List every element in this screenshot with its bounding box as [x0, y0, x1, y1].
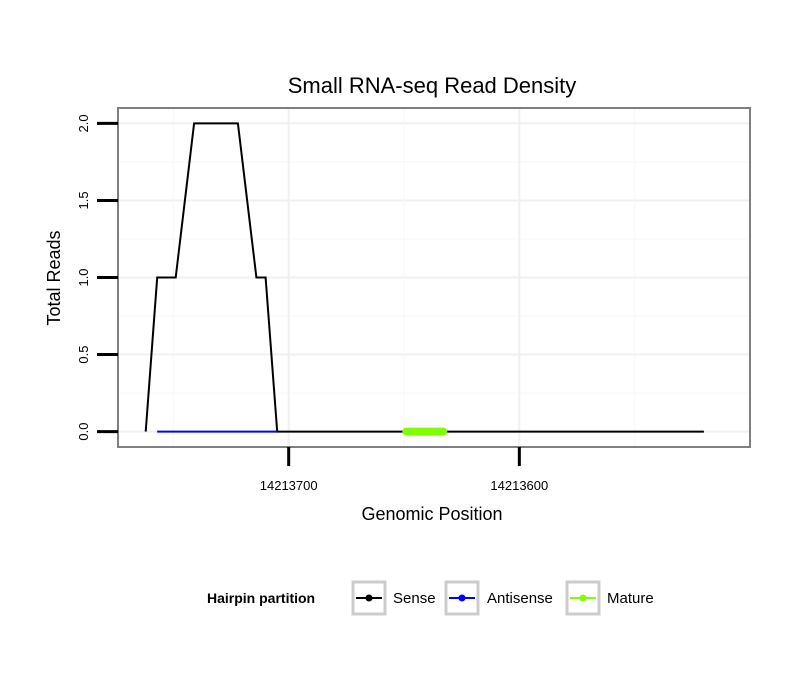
legend-key-point [458, 594, 466, 602]
y-tick-label: 1.5 [76, 191, 91, 209]
legend-key-point [579, 594, 587, 602]
x-axis: 14213700 14213600 [260, 447, 548, 493]
x-tick-label: 14213700 [260, 478, 318, 493]
legend-label-sense: Sense [393, 590, 436, 607]
y-tick-label: 2.0 [76, 114, 91, 132]
legend: Hairpin partition Sense Antisense Mature [207, 580, 654, 616]
legend-label-antisense: Antisense [487, 590, 553, 607]
series-layer [144, 122, 704, 436]
y-tick-label: 0.5 [76, 346, 91, 364]
x-axis-label: Genomic Position [361, 504, 502, 524]
y-axis-label: Total Reads [44, 230, 64, 325]
y-tick-label: 0.0 [76, 423, 91, 441]
series-sense [144, 122, 704, 433]
legend-label-mature: Mature [607, 590, 654, 607]
legend-key-point [365, 594, 373, 602]
x-tick-label: 14213600 [490, 478, 548, 493]
chart-title: Small RNA-seq Read Density [288, 73, 577, 98]
legend-title: Hairpin partition [207, 590, 315, 606]
y-tick-label: 1.0 [76, 268, 91, 286]
y-axis: 0.0 0.5 1.0 1.5 2.0 [76, 114, 118, 441]
